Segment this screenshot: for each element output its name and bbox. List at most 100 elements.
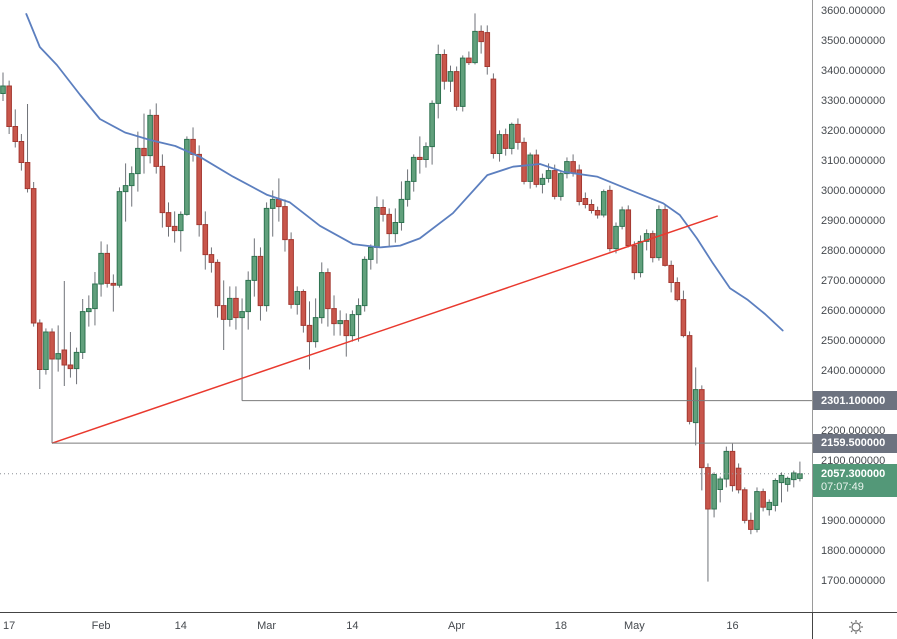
candle[interactable] [276,198,282,208]
candle[interactable] [447,71,454,82]
candle[interactable] [625,209,632,247]
candle[interactable] [729,450,736,487]
candle[interactable] [386,213,392,235]
candle[interactable] [374,207,380,248]
candle[interactable] [282,206,288,241]
candle[interactable] [361,258,368,307]
candle[interactable] [637,240,644,274]
candle[interactable] [24,162,31,190]
candle[interactable] [441,54,448,82]
candle[interactable] [502,134,509,149]
trendline-drawing[interactable] [51,215,719,444]
candle[interactable] [613,225,619,250]
candle[interactable] [558,173,564,197]
candle[interactable] [110,282,117,286]
candle[interactable] [208,254,215,263]
candle[interactable] [30,188,37,324]
candle[interactable] [772,480,779,506]
candle[interactable] [165,212,172,227]
candle[interactable] [741,489,748,521]
candle[interactable] [668,264,674,283]
candle[interactable] [214,261,221,307]
candle[interactable] [98,252,104,285]
candle[interactable] [300,291,307,326]
candle[interactable] [515,123,521,143]
candle[interactable] [453,71,460,107]
candle[interactable] [410,156,417,182]
candle[interactable] [184,138,190,215]
candlestick-chart[interactable] [0,0,812,612]
candle[interactable] [521,141,527,182]
candle[interactable] [92,283,98,310]
candle[interactable] [717,478,724,490]
candle[interactable] [141,147,147,157]
candle[interactable] [735,467,742,491]
candle[interactable] [6,85,12,127]
candle[interactable] [748,519,754,530]
axis-settings-button[interactable] [846,617,866,637]
candle[interactable] [49,331,55,360]
candle[interactable] [398,198,405,223]
candle[interactable] [0,85,6,94]
candle[interactable] [227,297,233,320]
candle[interactable] [686,335,693,422]
candle[interactable] [404,180,411,200]
candle[interactable] [55,353,61,360]
candle[interactable] [545,170,552,179]
candle[interactable] [619,209,625,227]
candle[interactable] [490,78,497,154]
candle[interactable] [331,308,337,325]
candle[interactable] [692,389,699,424]
candle[interactable] [73,351,80,370]
candle[interactable] [533,154,540,185]
candle[interactable] [12,126,19,142]
candle[interactable] [466,57,472,64]
candle[interactable] [766,501,773,511]
candle[interactable] [674,282,681,301]
candle[interactable] [392,222,399,235]
candle[interactable] [564,161,570,175]
candle[interactable] [778,474,785,484]
candle[interactable] [459,57,466,107]
candle[interactable] [349,314,356,337]
candle[interactable] [760,491,766,508]
candle[interactable] [202,224,209,256]
candle[interactable] [288,239,294,305]
candle[interactable] [61,349,68,366]
candle[interactable] [306,324,313,343]
candle[interactable] [662,209,668,266]
candle[interactable] [551,170,558,197]
candle[interactable] [527,154,533,182]
candle[interactable] [472,30,478,64]
candle[interactable] [220,305,227,320]
candle[interactable] [43,331,49,370]
candle[interactable] [711,474,717,510]
candle[interactable] [429,102,435,148]
candle[interactable] [600,191,607,216]
candle[interactable] [325,272,331,310]
candle[interactable] [128,173,135,187]
candle[interactable] [269,198,276,209]
candle[interactable] [233,297,239,319]
candle[interactable] [337,320,343,325]
candles-series[interactable] [0,13,803,582]
candle[interactable] [570,161,576,174]
candle[interactable] [699,389,705,469]
candle[interactable] [417,156,423,160]
candle[interactable] [496,134,503,155]
candle[interactable] [122,185,129,193]
candle[interactable] [177,213,184,232]
candle[interactable] [656,209,662,259]
candle[interactable] [257,255,264,307]
candle[interactable] [355,305,362,316]
candle[interactable] [508,123,515,149]
candle[interactable] [705,467,711,510]
price-axis[interactable]: 2301.100000 2159.500000 2057.300000 07:0… [812,0,897,612]
time-axis[interactable]: 17 Feb 14 Mar 14 Apr 18 May 16 [0,612,812,639]
candle[interactable] [18,141,25,163]
candle[interactable] [318,272,325,319]
candle[interactable] [790,472,797,481]
candle[interactable] [86,308,92,313]
candle[interactable] [754,491,760,530]
chart-pane[interactable] [0,0,812,612]
